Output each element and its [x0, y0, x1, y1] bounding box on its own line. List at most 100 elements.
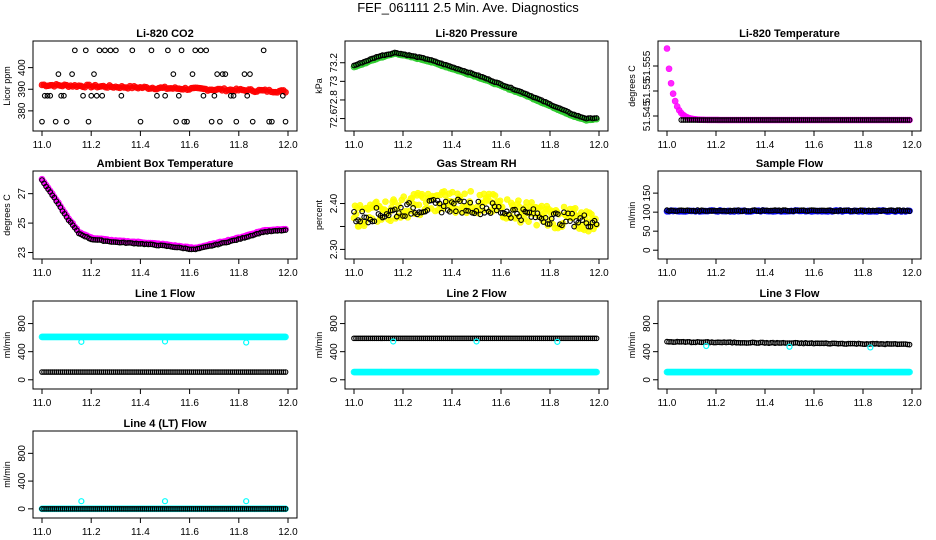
y-tick-label: 2.30 [329, 239, 340, 259]
y-tick-label: 0 [642, 247, 653, 253]
chart-box_temp: Ambient Box Temperature degrees C 11.0 11.2… [2, 158, 298, 279]
data-point [208, 118, 215, 125]
x-tick-label: 12.0 [589, 140, 609, 151]
y-axis-label: degrees C [627, 65, 637, 107]
data-point [495, 203, 502, 210]
y-tick-label: 72.6 [329, 108, 340, 128]
y-tick-label: 72.8 [329, 90, 340, 110]
data-point [391, 198, 398, 206]
x-tick-label: 11.0 [658, 268, 677, 279]
x-tick-label: 11.8 [854, 140, 873, 151]
data-point [96, 47, 103, 54]
plot-frame [344, 40, 609, 132]
chart-title: Sample Flow [756, 158, 824, 170]
outlier-point [786, 343, 793, 350]
data-points [38, 333, 289, 375]
outlier-point [703, 342, 710, 350]
data-point [544, 221, 551, 227]
data-point [571, 223, 577, 230]
y-tick-label: 73 [329, 75, 340, 87]
data-point [266, 118, 272, 125]
y-tick-label: 400 [17, 343, 28, 360]
y-tick-label: 0 [17, 506, 28, 512]
data-points [350, 188, 600, 235]
y-tick-label: 800 [642, 315, 653, 332]
data-point [442, 198, 449, 205]
chart-title: Gas Stream RH [436, 158, 516, 170]
x-tick-label: 12.0 [902, 268, 922, 279]
chart-title: Line 4 (LT) Flow [124, 418, 207, 430]
y-tick-label: 50 [642, 225, 653, 237]
x-tick-label: 11.6 [180, 268, 199, 279]
data-point [211, 92, 218, 99]
data-point [241, 71, 248, 77]
data-point [496, 197, 504, 205]
data-point [467, 188, 475, 195]
data-point [244, 92, 251, 99]
data-point [282, 227, 289, 233]
data-point [906, 117, 913, 123]
page-title: FEF_061111 2.5 Min. Ave. Diagnostics [357, 0, 579, 15]
data-point [591, 335, 598, 342]
data-point [129, 47, 136, 54]
data-point [41, 92, 48, 99]
x-tick-label: 11.4 [756, 268, 775, 279]
data-point [391, 206, 398, 213]
x-tick-label: 11.6 [805, 398, 824, 409]
data-point [385, 212, 392, 219]
data-point [593, 221, 600, 228]
data-point [528, 199, 535, 206]
data-point [400, 193, 408, 201]
outlier-point [161, 338, 169, 345]
plot-frame [32, 170, 298, 260]
y-tick-label: 27 [17, 188, 28, 200]
data-point [581, 212, 588, 219]
x-tick-label: 11.0 [658, 140, 677, 151]
outlier-point [243, 339, 250, 346]
data-point [382, 198, 389, 205]
data-point [214, 71, 220, 77]
x-tick-label: 11.4 [443, 398, 462, 409]
data-point [162, 92, 168, 99]
x-tick-label: 11.2 [394, 140, 413, 151]
x-tick-label: 11.4 [131, 398, 150, 409]
chart-title: Li-820 Pressure [436, 28, 518, 40]
x-tick-label: 11.0 [345, 398, 364, 409]
data-point [424, 207, 431, 214]
data-point [58, 92, 65, 99]
data-point [542, 214, 549, 221]
data-points [663, 207, 913, 215]
outlier-point [243, 498, 250, 505]
data-point [233, 118, 240, 125]
y-tick-label: 800 [329, 315, 340, 332]
data-point [510, 207, 516, 213]
y-tick-label: 25 [17, 217, 28, 229]
data-point [554, 211, 561, 218]
x-tick-label: 11.8 [854, 268, 873, 279]
data-points [663, 338, 913, 376]
data-point [137, 118, 144, 125]
x-tick-label: 11.8 [229, 398, 248, 409]
data-point [47, 92, 54, 99]
plot-frame [657, 170, 922, 260]
data-point [148, 47, 155, 54]
data-point [906, 341, 913, 348]
data-point [189, 71, 196, 77]
data-point [280, 505, 287, 512]
data-point [906, 208, 913, 215]
x-tick-label: 11.2 [707, 268, 726, 279]
data-point [398, 204, 404, 211]
data-point [280, 227, 287, 234]
x-tick-label: 11.8 [229, 527, 248, 538]
chart-line1: Line 1 Flow ml/min 11.0 11.2 11.4 11.6 11.8 12.… [2, 288, 298, 409]
data-point [118, 92, 125, 99]
data-point [487, 210, 494, 216]
x-tick-label: 11.6 [492, 398, 511, 409]
data-point [451, 200, 457, 207]
x-tick-label: 11.4 [756, 398, 775, 409]
chart-rh: Gas Stream RH percent 11.0 11.2 11.4 11.6 11.8… [314, 158, 609, 279]
data-point [173, 118, 179, 125]
outlier-point [78, 338, 85, 345]
data-point [82, 47, 89, 54]
